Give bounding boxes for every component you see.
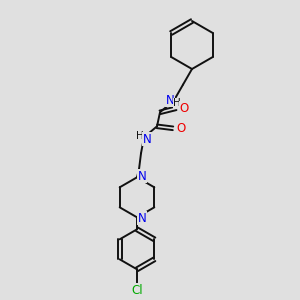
Text: H: H	[136, 131, 144, 141]
Text: Cl: Cl	[131, 284, 143, 297]
Text: N: N	[138, 212, 146, 225]
Text: N: N	[138, 170, 146, 183]
Text: N: N	[142, 133, 152, 146]
Text: O: O	[179, 102, 189, 115]
Text: O: O	[176, 122, 186, 135]
Text: H: H	[173, 98, 181, 108]
Text: N: N	[166, 94, 174, 107]
